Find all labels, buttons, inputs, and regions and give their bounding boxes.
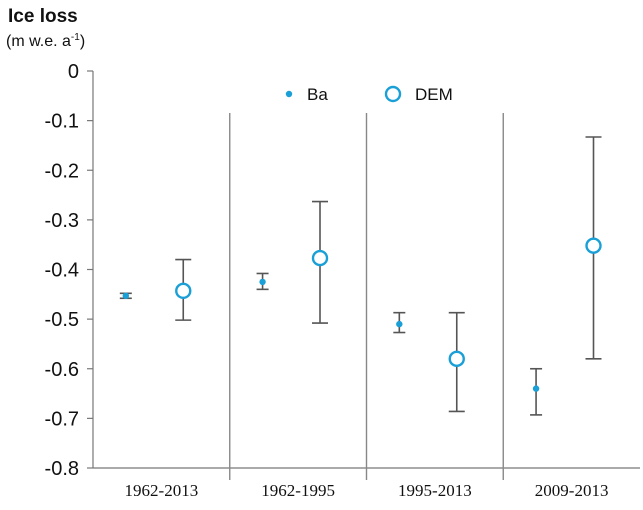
y-tick-label: -0.6: [45, 359, 79, 381]
dem-point: [448, 350, 465, 368]
x-category-label: 1995-2013: [398, 481, 472, 500]
ba-point: [122, 292, 130, 300]
y-tick-label: 0: [68, 61, 79, 83]
legend-label-dem: DEM: [415, 85, 453, 104]
legend-dem-marker: [384, 85, 402, 103]
y-tick-label: -0.2: [45, 160, 79, 182]
y-axis-unit-superscript: -1: [71, 32, 80, 43]
y-axis-unit-prefix: (m w.e. a: [6, 33, 71, 50]
y-tick-label: -0.1: [45, 111, 79, 133]
ba-point: [532, 385, 540, 392]
ba-point: [259, 278, 266, 286]
plot-area: 0 -0.1 -0.2 -0.3 -0.4 -0.5 -0.6 -0.7 -0.8 1962-20…: [45, 61, 640, 500]
ba-point: [396, 320, 403, 328]
dem-point: [585, 237, 602, 254]
y-axis-unit-suffix: ): [80, 33, 85, 50]
x-category-label: 1962-1995: [261, 481, 335, 500]
legend-ba-marker: [285, 90, 293, 98]
dem-point: [175, 282, 192, 300]
y-tick-label: -0.4: [45, 260, 79, 282]
y-axis-title: Ice loss: [8, 6, 78, 27]
legend-label-ba: Ba: [307, 85, 328, 104]
dem-point: [311, 249, 329, 267]
y-axis-unit: (m w.e. a-1): [6, 32, 85, 50]
x-category-label: 2009-2013: [535, 481, 609, 500]
y-tick-label: -0.5: [45, 309, 79, 331]
y-tick-label: -0.7: [45, 408, 79, 430]
y-tick-label: -0.3: [45, 210, 79, 232]
x-category-label: 1962-2013: [125, 481, 199, 500]
y-tick-label: -0.8: [45, 458, 79, 480]
